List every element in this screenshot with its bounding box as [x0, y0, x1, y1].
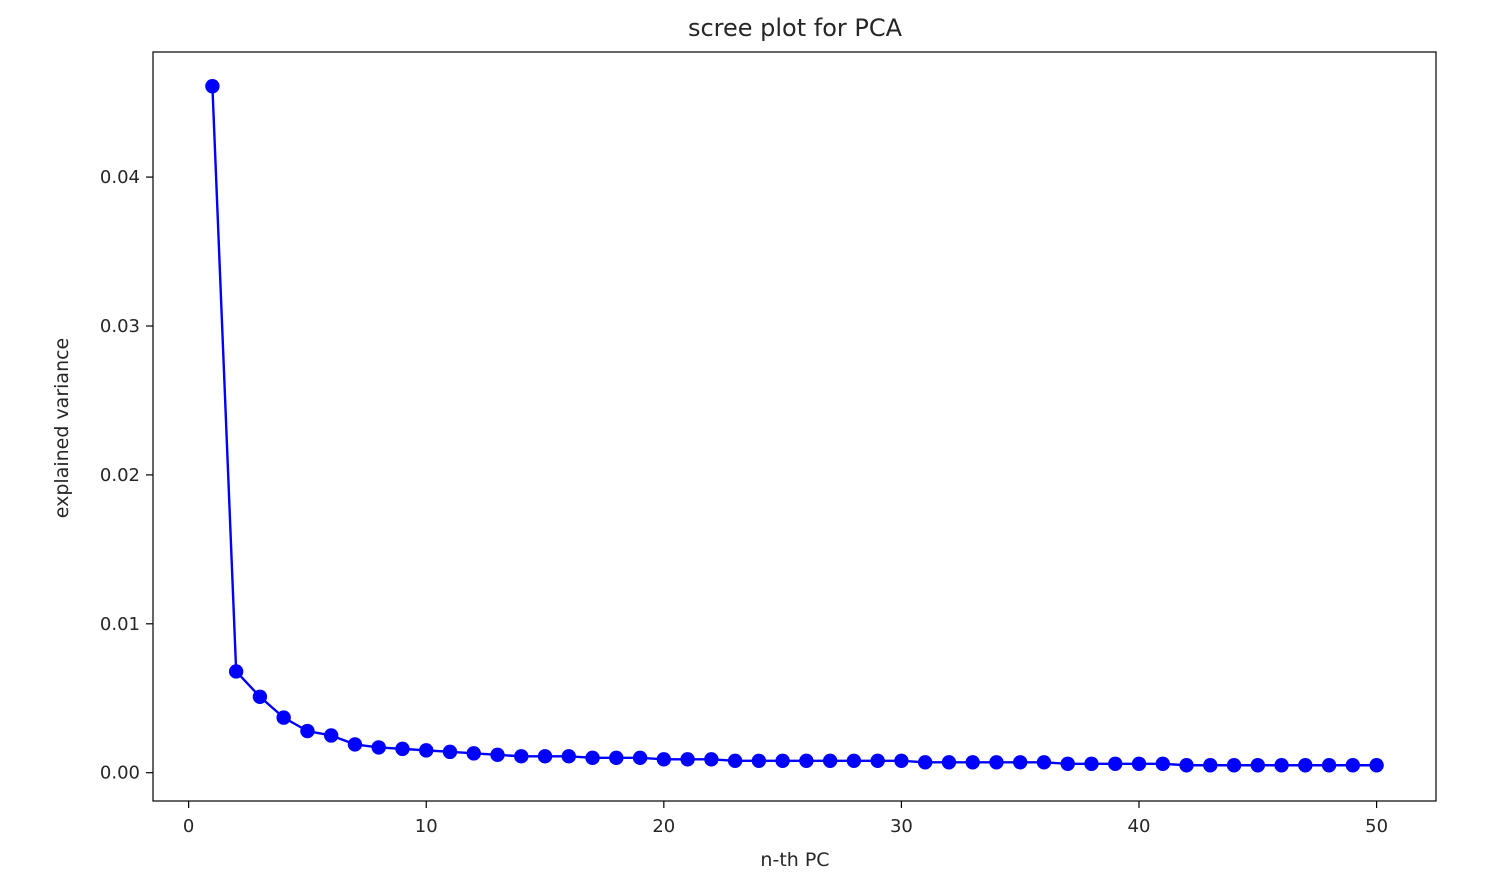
y-axis-label: explained variance — [51, 338, 73, 519]
plot-area: 0 10 20 30 40 50 0.00 0.01 0.02 0.03 0.04 — [100, 51, 1437, 837]
data-point — [1013, 755, 1028, 770]
x-tick-label: 30 — [890, 816, 913, 837]
data-point — [1084, 756, 1099, 771]
data-point — [276, 710, 291, 725]
data-point — [252, 689, 268, 704]
data-point — [894, 753, 909, 768]
data-point — [799, 753, 814, 768]
data-point — [205, 79, 220, 94]
data-point — [419, 743, 434, 758]
x-tick-label: 0 — [183, 816, 194, 837]
data-point — [1108, 756, 1123, 771]
data-point — [1226, 758, 1242, 773]
data-point — [537, 749, 553, 764]
data-point — [846, 753, 862, 768]
series-layer — [205, 79, 1384, 773]
y-tick-label: 0.01 — [100, 614, 140, 635]
data-point — [775, 753, 790, 768]
data-point — [656, 752, 672, 767]
x-axis-ticks: 0 10 20 30 40 50 — [183, 801, 1388, 837]
data-point — [561, 749, 576, 764]
data-point — [1321, 758, 1337, 773]
data-point — [704, 752, 719, 767]
data-point — [442, 744, 458, 760]
data-point — [727, 753, 743, 768]
data-point — [371, 740, 386, 755]
plot-frame — [152, 51, 1437, 802]
data-point — [1250, 758, 1266, 773]
data-point — [941, 755, 957, 770]
y-axis-ticks: 0.00 0.01 0.02 0.03 0.04 — [100, 167, 153, 784]
x-tick-label: 20 — [652, 816, 675, 837]
data-point — [632, 750, 648, 766]
y-tick-label: 0.00 — [100, 763, 140, 784]
data-point — [1179, 758, 1194, 773]
chart-title: scree plot for PCA — [688, 14, 903, 42]
data-point — [514, 749, 529, 764]
data-point — [300, 723, 315, 739]
data-point — [323, 728, 339, 743]
x-tick-label: 10 — [415, 816, 438, 837]
data-point — [822, 753, 838, 768]
data-point — [1345, 758, 1361, 773]
data-point — [1036, 755, 1052, 770]
data-point — [395, 741, 410, 757]
data-point — [917, 755, 933, 770]
x-tick-label: 50 — [1365, 816, 1388, 837]
data-point — [680, 752, 695, 767]
data-point — [1298, 758, 1313, 773]
data-point — [1369, 758, 1384, 773]
x-tick-label: 40 — [1128, 816, 1151, 837]
x-axis-label: n-th PC — [760, 849, 829, 871]
data-point — [609, 750, 624, 766]
data-point — [965, 755, 980, 770]
data-point — [1274, 758, 1289, 773]
y-tick-label: 0.03 — [100, 316, 140, 337]
data-point — [347, 737, 363, 752]
y-tick-label: 0.02 — [100, 465, 140, 486]
data-point — [751, 753, 767, 768]
data-point — [466, 746, 481, 761]
data-point — [490, 747, 505, 763]
y-tick-label: 0.04 — [100, 167, 140, 188]
data-point — [1155, 756, 1170, 771]
data-point — [1203, 758, 1218, 773]
data-point — [1060, 756, 1075, 771]
data-point — [1131, 756, 1147, 771]
data-point — [989, 755, 1004, 770]
data-point — [228, 664, 244, 679]
data-point — [870, 753, 885, 768]
data-point — [585, 750, 600, 766]
